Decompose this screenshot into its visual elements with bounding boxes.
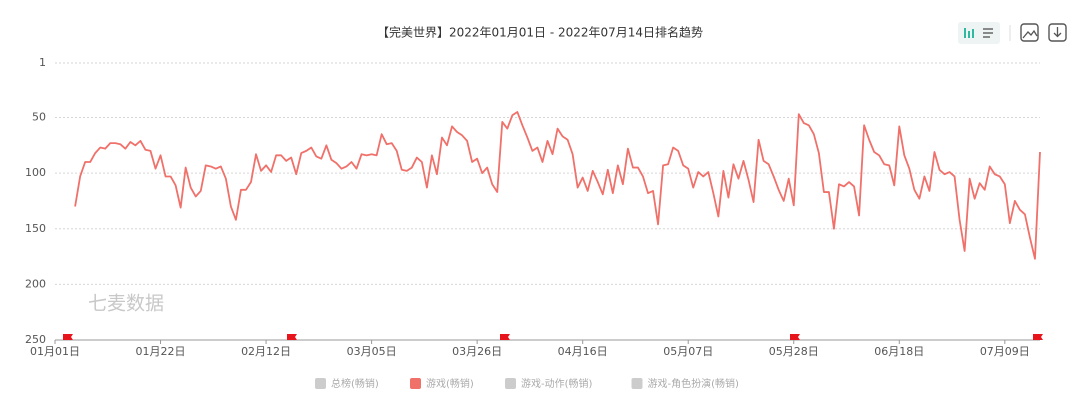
chart-title: 【完美世界】2022年01月01日 - 2022年07月14日排名趋势 [377, 25, 703, 40]
watermark: 七麦数据 [88, 293, 164, 315]
flag [1033, 334, 1043, 346]
legend-swatch [315, 378, 326, 389]
legend-label: 游戏-角色扮演(畅销) [648, 377, 740, 390]
flag [500, 334, 510, 346]
legend-swatch [505, 378, 516, 389]
x-tick-label: 01月01日 [30, 345, 80, 358]
x-tick-label: 05月07日 [663, 345, 713, 358]
x-tick-label: 06月18日 [874, 345, 924, 358]
legend-label: 游戏-动作(畅销) [521, 377, 593, 390]
icon [1022, 29, 1038, 39]
flag [287, 334, 297, 346]
x-tick-label: 04月16日 [558, 345, 608, 358]
toolbar [958, 22, 1067, 44]
y-tick-label: 150 [25, 222, 46, 235]
y-tick-label: 250 [25, 333, 46, 346]
legend-label: 总榜(畅销) [331, 377, 379, 390]
event-flags [63, 334, 1043, 346]
flag [63, 334, 73, 346]
x-tick-label: 02月12日 [241, 345, 291, 358]
y-tick-label: 1 [39, 56, 46, 69]
x-tick-label: 05月28日 [769, 345, 819, 358]
flag [790, 334, 800, 346]
x-tick-label: 03月26日 [452, 345, 502, 358]
x-tick-label: 03月05日 [347, 345, 397, 358]
chart-mode-button[interactable] [958, 22, 1000, 44]
icon [972, 29, 974, 38]
legend-label: 游戏(畅销) [426, 377, 474, 390]
y-tick-label: 50 [32, 111, 46, 124]
icon [968, 31, 970, 38]
icon [1053, 27, 1062, 38]
icon [983, 28, 993, 38]
x-tick-label: 01月22日 [136, 345, 186, 358]
legend-swatch [410, 378, 421, 389]
legend-swatch [631, 378, 643, 389]
y-tick-label: 200 [25, 277, 46, 290]
download-button[interactable] [1048, 23, 1067, 42]
image-button[interactable] [1020, 23, 1039, 42]
data-line [74, 111, 1041, 260]
y-tick-label: 100 [25, 166, 46, 179]
icon [964, 28, 966, 38]
x-tick-label: 07月09日 [980, 345, 1030, 358]
